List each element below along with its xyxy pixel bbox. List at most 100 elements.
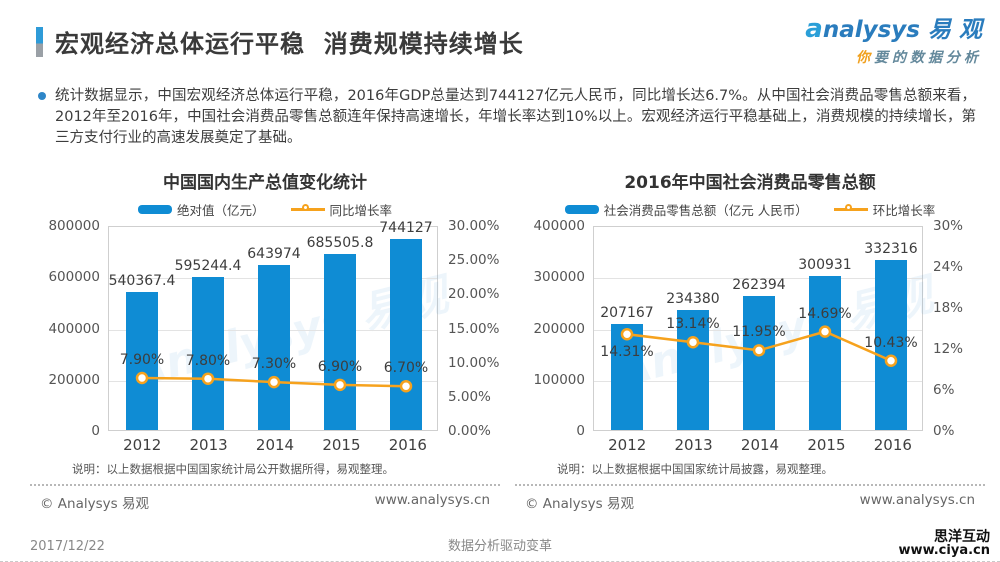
y-axis-left: 800000 600000 400000 200000 0 [30,218,108,439]
bar-swatch-icon [137,204,172,214]
bullet-icon [38,92,46,100]
growth-line [135,371,413,393]
y-tick-label: 24% [933,259,964,275]
line-marker [752,344,766,357]
growth-value-label: 6.70% [383,360,429,377]
logo-tagline-first: 你 [856,50,874,66]
y-tick-label: 25.00% [448,252,500,269]
y-tick-label: 15.00% [448,320,500,337]
chart-note: 说明：以上数据根据中国国家统计局披露，易观整理。 [557,462,833,476]
y-axis-right: 30.00% 25.00% 20.00% 15.00% 10.00% 5.00% 0.00% [438,218,500,439]
legend-label: 同比增长率 [329,202,393,218]
y-tick-label: 0.00% [448,423,491,439]
y-tick-label: 0% [933,423,955,439]
bar-value-label: 207167 [600,304,654,321]
bar-value-label: 595244.4 [174,258,242,275]
logo-brand: analysys 易 观 [805,16,982,42]
logo-tagline: 你要的数据分析 [805,47,982,67]
bar [324,254,356,430]
y-tick-label: 30% [933,218,964,234]
line-marker [135,371,149,385]
y-tick-label: 0 [91,423,100,439]
vendor-watermark: 思洋互动 www.ciya.cn [898,528,990,559]
analysys-logo: analysys 易 观 你要的数据分析 [805,16,982,67]
intro-paragraph: 统计数据显示，中国宏观经济总体运行平稳，2016年GDP总量达到744127亿元… [38,86,976,149]
bar-value-label: 262394 [732,276,786,293]
copyright-text: © Analysys 易观 [40,496,149,512]
growth-value-label: 11.95% [732,324,786,341]
site-link: www.analysys.cn [859,492,975,508]
y-tick-label: 300000 [533,269,585,286]
vendor-url: www.ciya.cn [898,543,990,559]
page-title: 宏观经济总体运行平稳 消费规模持续增长 [55,30,524,58]
line-marker [884,354,898,367]
x-axis-labels: 2012 2013 2014 2015 2016 [109,436,441,454]
title-accent-bar [36,26,43,57]
line-marker [818,325,832,338]
chart-title: 中国国内生产总值变化统计 [163,173,367,193]
legend-label: 环比增长率 [872,202,936,218]
bar-value-label: 332316 [864,240,918,257]
x-tick-label: 2013 [189,436,228,454]
vendor-name: 思洋互动 [934,528,990,545]
y-tick-label: 6% [933,382,955,398]
logo-brand-cn: 易 观 [919,17,982,43]
y-tick-label: 600000 [48,269,100,286]
gdp-chart-panel: 中国国内生产总值变化统计 绝对值（亿元） 同比增长率 800000 600000 4… [30,168,500,512]
site-link: www.analysys.cn [374,492,490,508]
x-tick-label: 2014 [255,436,295,454]
bar-value-label: 540367.4 [108,272,176,289]
plot-area: Analysys 易观 2071672343802623943009313323… [593,226,938,431]
legend-label: 社会消费品零售总额（亿元 人民币） [603,202,808,218]
line-swatch-icon [290,203,325,214]
growth-value-label: 6.90% [317,358,363,375]
x-tick-label: 2016 [388,436,427,454]
y-tick-label: 100000 [533,371,585,388]
legend-item-line: 环比增长率 [833,200,936,219]
growth-line [620,325,898,367]
chart-title: 2016年中国社会消费品零售总额 [624,173,876,193]
line-swatch-icon [833,203,868,214]
line-marker [399,379,413,393]
line-marker [620,327,634,341]
bar-value-label: 744127 [379,220,433,237]
y-tick-label: 0 [576,423,585,439]
y-tick-label: 10.00% [448,354,500,371]
x-tick-label: 2016 [873,436,912,454]
y-axis-right: 30% 24% 18% 12% 6% 0% [923,218,983,439]
growth-value-label: 7.30% [251,356,297,373]
bar [390,239,422,430]
bar [126,291,158,430]
x-tick-label: 2015 [322,436,361,454]
line-marker [201,372,215,385]
logo-swoosh-icon: a [805,14,823,44]
bar [192,277,224,430]
bar-value-label: 300931 [798,256,852,273]
line-marker [686,335,700,349]
copyright-text: © Analysys 易观 [525,496,634,512]
y-tick-label: 400000 [48,320,100,337]
x-tick-label: 2014 [740,436,780,454]
chart-note: 说明：以上数据根据中国国家统计局公开数据所得，易观整理。 [72,462,394,476]
y-tick-label: 200000 [48,371,100,388]
chart-footer: © Analysys 易观 www.analysys.cn [30,486,500,512]
y-tick-label: 12% [933,341,964,357]
growth-value-label: 13.14% [666,316,720,333]
gridline [594,278,922,280]
dotted-divider [515,484,985,486]
bar-value-label: 643974 [247,245,301,262]
logo-brand-text: nalysys [822,17,920,43]
legend-item-line: 同比增长率 [290,200,393,219]
y-tick-label: 20.00% [448,286,500,303]
y-tick-label: 18% [933,300,964,316]
intro-text: 统计数据显示，中国宏观经济总体运行平稳，2016年GDP总量达到744127亿元… [55,88,976,146]
header: 宏观经济总体运行平稳 消费规模持续增长 [36,24,524,59]
y-tick-label: 200000 [533,320,585,337]
bar-value-label: 234380 [666,290,720,307]
bar [809,275,841,430]
y-tick-label: 400000 [533,218,585,234]
bar [677,309,709,430]
line-marker [333,378,347,392]
